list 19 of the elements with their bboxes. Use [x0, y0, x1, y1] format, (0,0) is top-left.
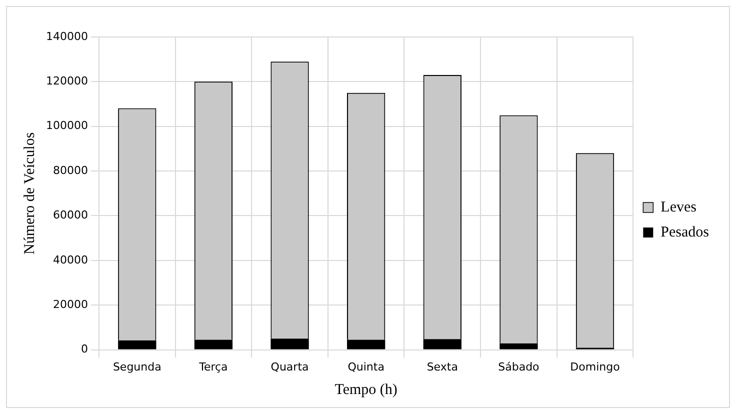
x-tick-label: Quinta	[348, 360, 384, 374]
y-tick-label: 80000	[52, 164, 88, 177]
y-tick-label: 20000	[52, 298, 88, 311]
legend-label: Leves	[660, 199, 697, 216]
x-tick-label: Domingo	[570, 360, 620, 374]
x-tick-label: Sábado	[498, 360, 540, 374]
x-tick-label: Sexta	[426, 360, 458, 374]
legend-label: Pesados	[660, 224, 710, 240]
y-tick-label: 140000	[46, 30, 88, 43]
y-tick-label: 40000	[52, 253, 88, 266]
y-axis-title: Número de Veículos	[22, 132, 38, 254]
y-tick-label: 100000	[46, 119, 88, 132]
x-tick-label: Segunda	[112, 360, 162, 374]
y-tick-label: 120000	[46, 74, 88, 88]
y-tick-label: 60000	[52, 208, 88, 222]
x-axis-title: Tempo (h)	[334, 382, 398, 398]
x-tick-label: Quarta	[270, 360, 309, 374]
y-tick-label: 0	[80, 342, 88, 356]
x-tick-label: Terça	[198, 360, 228, 374]
